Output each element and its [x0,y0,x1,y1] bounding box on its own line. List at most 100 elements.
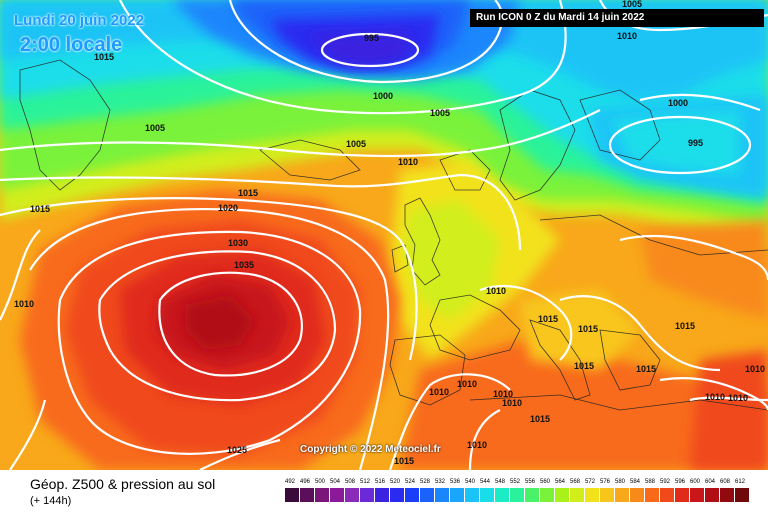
scale-tick-label: 588 [645,479,656,485]
scale-tick-label: 496 [300,479,311,485]
isobar-label: 1015 [238,188,258,198]
scale-tick-label: 596 [675,479,686,485]
scale-swatch [585,488,599,502]
scale-tick-label: 528 [420,479,431,485]
scale-swatch [705,488,719,502]
map-svg: 995 1000 1005 1010 1015 1020 1025 1030 1… [0,0,768,470]
scale-tick-label: 508 [345,479,356,485]
model-run-banner: Run ICON 0 Z du Mardi 14 juin 2022 [470,9,764,27]
scale-tick-label: 536 [450,479,461,485]
scale-tick-label: 576 [600,479,611,485]
scale-swatch [570,488,584,502]
scale-tick-label: 544 [480,479,491,485]
scale-swatch [690,488,704,502]
scale-swatch [660,488,674,502]
scale-tick-label: 524 [405,479,416,485]
scale-swatch [735,488,749,502]
scale-swatch [525,488,539,502]
scale-swatch [540,488,554,502]
scale-swatch [675,488,689,502]
scale-tick-label: 600 [690,479,701,485]
coastlines [19,59,768,411]
scale-tick-label: 540 [465,479,476,485]
scale-tick-label: 604 [705,479,716,485]
isobar-label: 1010 [705,392,725,402]
copyright-notice: Copyright © 2022 Meteociel.fr [300,444,441,455]
isobar-label: 1015 [675,321,695,331]
isobar-label: 1015 [636,364,656,374]
isobar-label: 1015 [94,52,114,62]
scale-swatch [375,488,389,502]
scale-swatch [555,488,569,502]
scale-tick-label: 584 [630,479,641,485]
isobar-label: 1030 [228,238,248,248]
isobar-label: 1000 [373,91,393,101]
scale-swatch [615,488,629,502]
legend-bar: Géop. Z500 & pression au sol (+ 144h) 49… [0,470,768,512]
isobar-label: 1010 [467,440,487,450]
scale-swatch [480,488,494,502]
scale-tick-label: 592 [660,479,671,485]
isobar-label: 1015 [538,314,558,324]
forecast-local-time: 2:00 locale [20,34,123,56]
isobar-label: 1010 [429,387,449,397]
scale-swatch [345,488,359,502]
scale-swatch [330,488,344,502]
isobar-label: 1005 [346,139,366,149]
scale-tick-label: 608 [720,479,731,485]
isobar-label: 1000 [668,98,688,108]
scale-swatch [360,488,374,502]
isobar-label: 1010 [502,398,522,408]
scale-swatch [465,488,479,502]
scale-tick-label: 556 [525,479,536,485]
isobar-label: 1015 [578,324,598,334]
isobar-label: 995 [688,138,703,148]
scale-swatch [285,488,299,502]
scale-swatch [495,488,509,502]
isobar-label: 1010 [457,379,477,389]
scale-tick-label: 512 [360,479,371,485]
isobar-labels: 995 1000 1005 1010 1015 1020 1025 1030 1… [14,0,765,466]
isobar-label: 1020 [218,203,238,213]
scale-tick-label: 516 [375,479,386,485]
isobar-label: 1005 [145,123,165,133]
isobar-label: 1010 [14,299,34,309]
scale-swatch [720,488,734,502]
isobar-label: 1025 [227,445,247,455]
scale-swatch [630,488,644,502]
scale-tick-label: 548 [495,479,506,485]
scale-swatch [315,488,329,502]
scale-tick-label: 564 [555,479,566,485]
scale-tick-label: 572 [585,479,596,485]
forecast-date: Lundi 20 juin 2022 [14,12,145,29]
scale-tick-label: 612 [735,479,746,485]
legend-title: Géop. Z500 & pression au sol [30,476,216,492]
isobar-label: 1010 [617,31,637,41]
scale-tick-label: 504 [330,479,341,485]
isobar-label: 1005 [622,0,642,9]
scale-tick-label: 552 [510,479,521,485]
scale-swatch [510,488,524,502]
scale-swatch [450,488,464,502]
isobar-label: 1015 [394,456,414,466]
isobar-label: 1015 [574,361,594,371]
map-area: 995 1000 1005 1010 1015 1020 1025 1030 1… [0,0,768,470]
isobar-label: 1035 [234,260,254,270]
isobar-label: 1005 [430,108,450,118]
scale-swatch [600,488,614,502]
scale-swatch [435,488,449,502]
scale-tick-label: 520 [390,479,401,485]
scale-tick-label: 532 [435,479,446,485]
scale-tick-label: 560 [540,479,551,485]
isobar-label: 1015 [530,414,550,424]
isobar-label: 1010 [398,157,418,167]
color-scale: 492 496 500 504 508 512 516 520 524 528 532 536 540 5… [285,479,749,502]
isobar-label: 1010 [745,364,765,374]
scale-swatch [300,488,314,502]
scale-tick-label: 568 [570,479,581,485]
scale-tick-label: 492 [285,479,296,485]
scale-swatch [645,488,659,502]
scale-swatch [405,488,419,502]
isobar-label: 1010 [493,389,513,399]
